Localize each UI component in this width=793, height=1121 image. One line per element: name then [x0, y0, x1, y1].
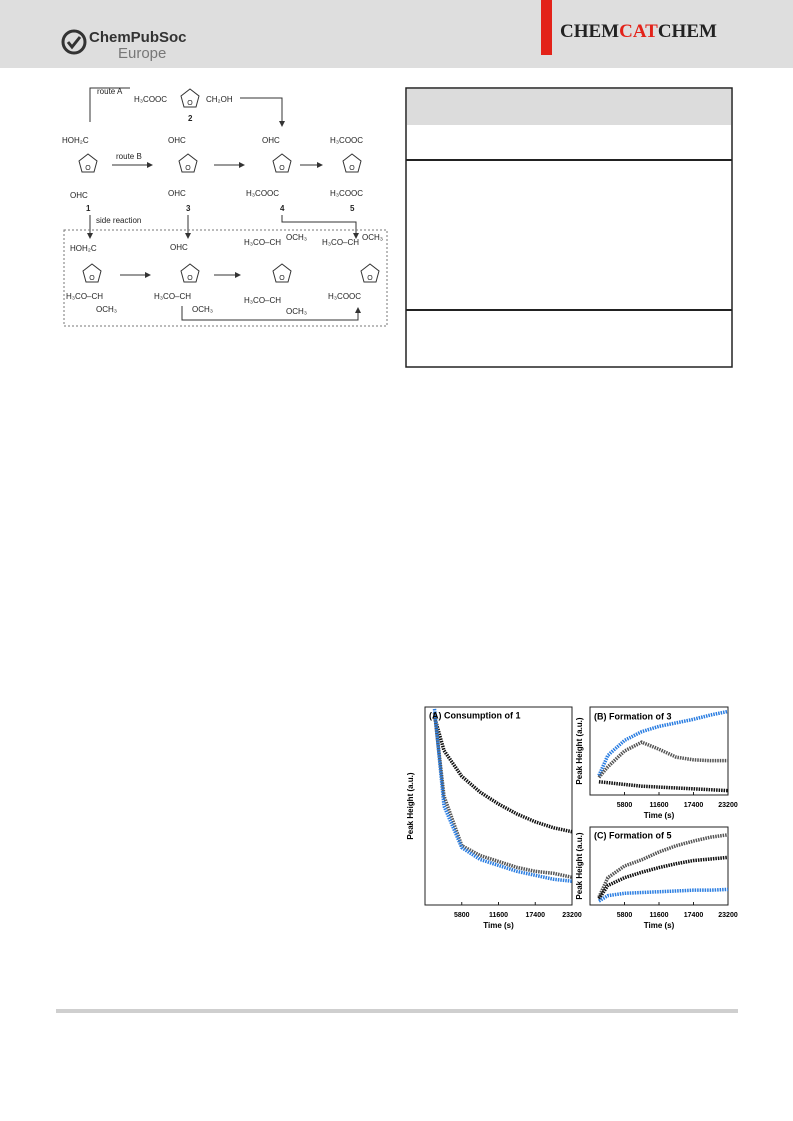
scheme-text: H₃CO–CH — [244, 296, 281, 305]
x-axis-label: Time (s) — [483, 921, 514, 930]
publisher: ChemPubSoc — [89, 29, 187, 46]
x-tick-label: 17400 — [684, 802, 704, 809]
scheme-text: OCH₃ — [192, 305, 213, 314]
x-tick-label: 5800 — [454, 912, 470, 919]
x-tick-label: 5800 — [617, 802, 633, 809]
y-axis-label: Peak Height (a.u.) — [406, 772, 415, 839]
panel-title: (A) Consumption of 1 — [429, 710, 521, 720]
scheme-text: OHC — [168, 189, 186, 198]
scheme-label: side reaction — [96, 216, 141, 225]
x-tick-label: 23200 — [718, 802, 738, 809]
journal-part: CHEM — [658, 21, 717, 42]
logo-icon — [61, 29, 87, 55]
x-tick-label: 5800 — [617, 912, 633, 919]
scheme-text: H₃COOC — [330, 189, 363, 198]
data-line — [597, 740, 728, 779]
figure: 5800 11600 17400 23200 (A) Consumption of 1 T… — [406, 706, 738, 930]
scheme-text: H₃CO–CH — [154, 292, 191, 301]
journal-part: CAT — [619, 21, 658, 42]
x-axis-label: Time (s) — [644, 921, 675, 930]
y-axis-label: Peak Height (a.u.) — [575, 832, 584, 899]
logo-check — [66, 36, 82, 50]
data-line — [597, 855, 729, 900]
scheme-text: OHC — [70, 191, 88, 200]
publisher-sub: Europe — [118, 45, 166, 62]
scheme-text: H₃COOC — [134, 95, 167, 104]
x-tick-label: 23200 — [718, 912, 738, 919]
scheme-text: OHC — [170, 243, 188, 252]
scheme-text: H₃CO–CH — [66, 292, 103, 301]
x-axis-label: Time (s) — [644, 811, 675, 820]
scheme-text: OHC — [168, 136, 186, 145]
journal-name: CHEMCATCHEM — [560, 21, 717, 42]
scheme: route A H₃COOC CH₂OH 2 HOH₂C route B OHC… — [62, 87, 388, 327]
scheme-text: OCH₃ — [96, 305, 117, 314]
header-band — [0, 0, 793, 68]
x-tick-label: 11600 — [489, 912, 508, 919]
data-line — [598, 780, 729, 793]
journal-bar — [541, 0, 552, 55]
scheme-text: HOH₂C — [62, 136, 89, 145]
scheme-label: route A — [97, 87, 123, 96]
x-tick-label: 23200 — [562, 912, 582, 919]
scheme-text: CH₂OH — [206, 95, 233, 104]
x-tick-label: 17400 — [526, 912, 546, 919]
scheme-text: HOH₂C — [70, 244, 97, 253]
scheme-text: H₃COOC — [328, 292, 361, 301]
data-line — [432, 716, 573, 834]
compound-number: 3 — [186, 204, 191, 213]
compound-number: 1 — [86, 204, 91, 213]
scheme-text: H₃CO–CH — [322, 238, 359, 247]
scheme-text: OCH₃ — [362, 233, 383, 242]
y-axis-label: Peak Height (a.u.) — [575, 717, 584, 784]
data-line — [597, 709, 729, 777]
x-tick-label: 11600 — [649, 802, 668, 809]
table-frame — [405, 87, 733, 368]
scheme-text: OCH₃ — [286, 307, 307, 316]
table-header — [407, 89, 731, 125]
scheme-label: route B — [116, 152, 142, 161]
x-tick-label: 11600 — [649, 912, 668, 919]
data-line — [432, 712, 573, 879]
scheme-text: OCH₃ — [286, 233, 307, 242]
journal-part: CHEM — [560, 21, 619, 42]
compound-number: 5 — [350, 204, 355, 213]
compound-number: 4 — [280, 204, 285, 213]
x-tick-label: 17400 — [684, 912, 704, 919]
scheme-text: OHC — [262, 136, 280, 145]
data-line — [432, 708, 573, 883]
panel-title: (B) Formation of 3 — [594, 711, 672, 721]
data-line — [598, 887, 729, 903]
scheme-text: H₃COOC — [330, 136, 363, 145]
compound-number: 2 — [188, 114, 193, 123]
scheme-text: H₃CO–CH — [244, 238, 281, 247]
data-line — [597, 833, 729, 898]
scheme-text: H₃COOC — [246, 189, 279, 198]
footer-rule — [56, 1009, 738, 1013]
panel-title: (C) Formation of 5 — [594, 830, 672, 840]
